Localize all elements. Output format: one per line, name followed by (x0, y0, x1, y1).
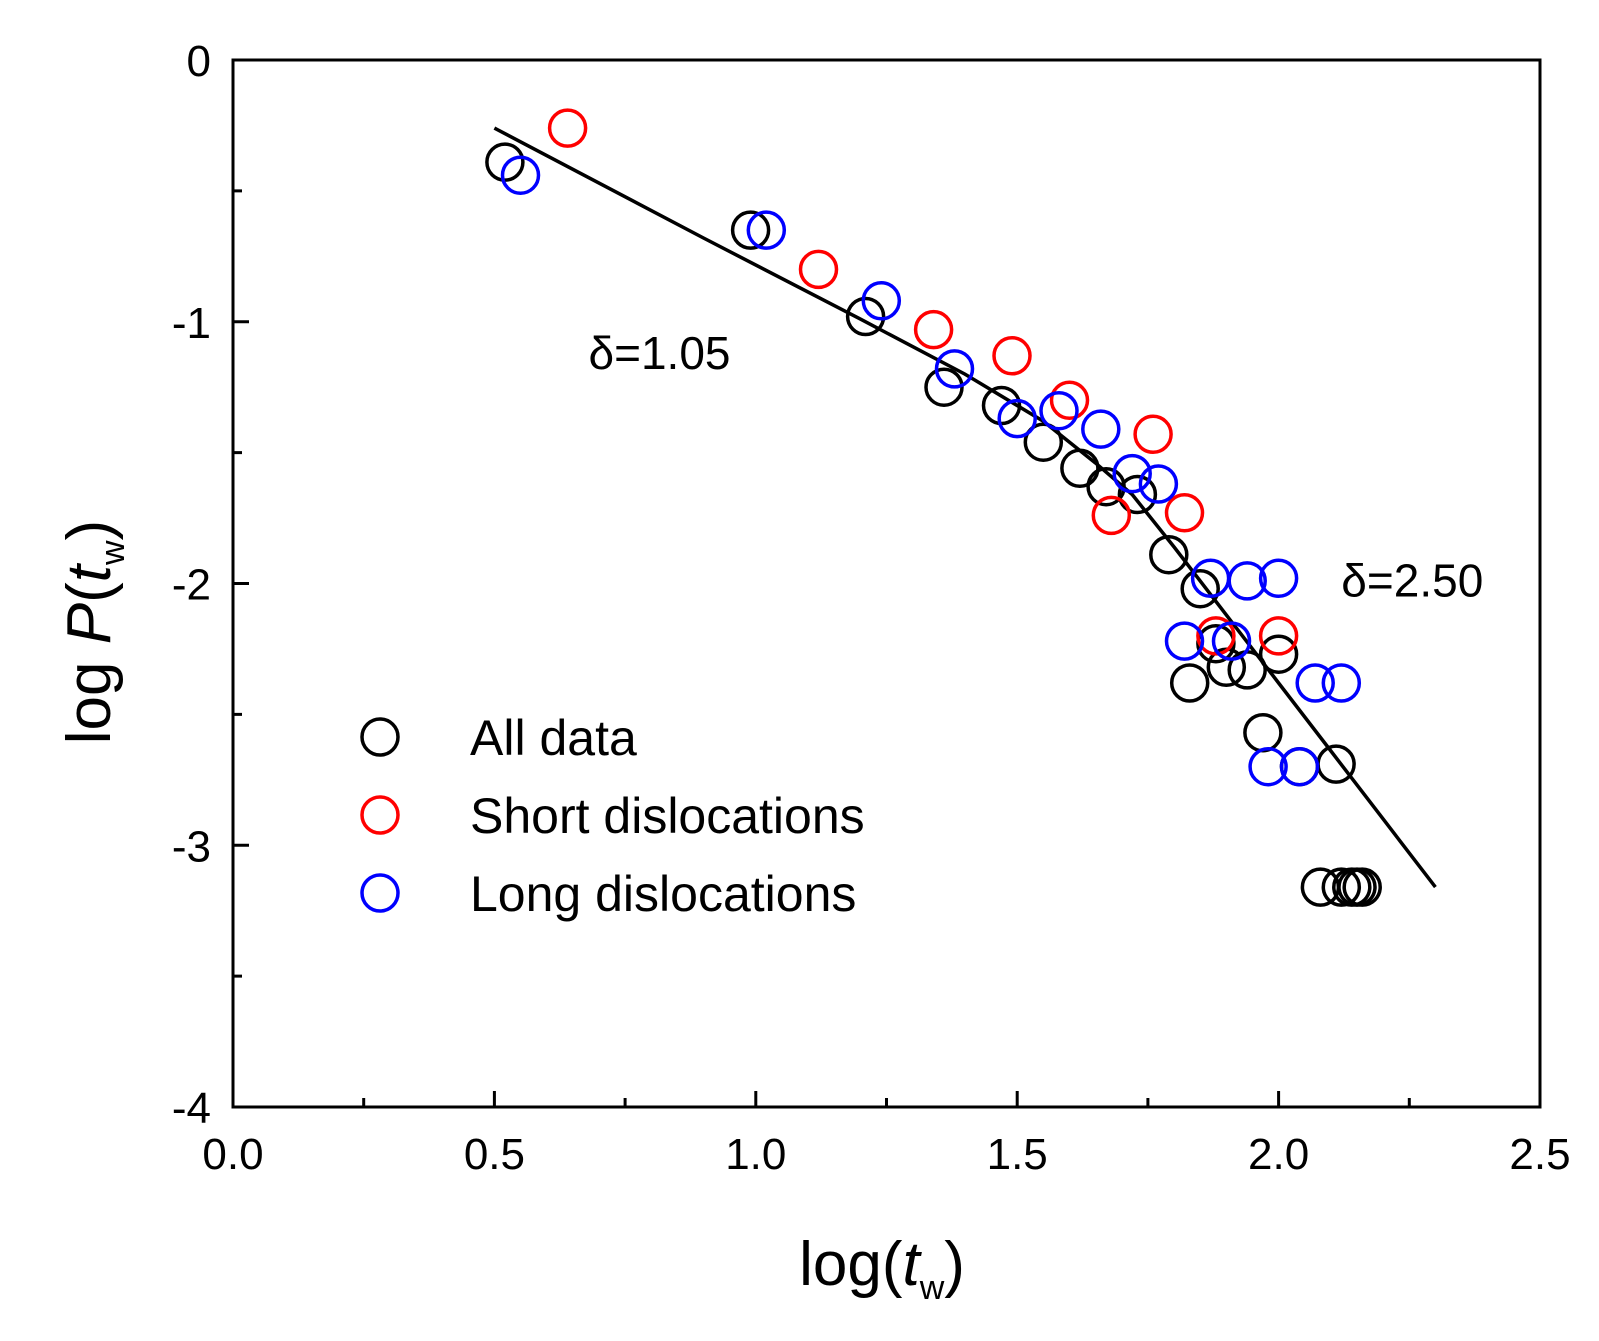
annotation-delta-1-value: =1.05 (614, 327, 730, 379)
point-all-data (1169, 663, 1210, 703)
point-long-dislocations (1258, 558, 1299, 599)
fit-line (493, 126, 1437, 889)
x-tick-label: 1.5 (987, 1130, 1048, 1179)
point-long-dislocations (746, 210, 787, 250)
y-axis-title-open: ( (55, 582, 124, 603)
annotation-delta-2: δ=2.50 (1341, 555, 1483, 607)
x-tick-label: 0.5 (464, 1130, 525, 1179)
point-long-dislocations (1112, 453, 1152, 494)
point-long-dislocations (1164, 621, 1205, 661)
x-tick-label: 2.0 (1248, 1130, 1309, 1179)
point-short-dislocations (913, 309, 954, 350)
point-all-data (1060, 448, 1100, 489)
point-all-data (1086, 466, 1126, 507)
point-all-data (1180, 568, 1220, 609)
annotation-delta-2-value: =2.50 (1367, 555, 1483, 607)
point-long-dislocations (1279, 746, 1320, 787)
point-all-data (924, 367, 964, 407)
point-short-dislocations (1091, 495, 1132, 536)
point-all-data (1258, 634, 1299, 674)
y-tick-label: -2 (172, 561, 211, 610)
axis-ticks (231, 58, 1542, 1109)
point-all-data (1316, 744, 1356, 784)
point-short-dislocations (1133, 414, 1173, 455)
point-short-dislocations (992, 336, 1032, 376)
annotation-delta-1: δ=1.05 (589, 327, 731, 379)
annotation-delta-1-symbol: δ (589, 327, 615, 379)
legend-label-long-dislocations: Long dislocations (470, 866, 856, 922)
point-all-data (1023, 422, 1064, 462)
y-axis-title-variable: t (55, 562, 124, 582)
point-short-dislocations (798, 249, 839, 290)
point-long-dislocations (1138, 464, 1179, 504)
point-short-dislocations (1049, 380, 1090, 421)
point-all-data (845, 296, 886, 337)
x-tick-label: 1.0 (725, 1130, 786, 1179)
y-tick-label: -3 (172, 822, 211, 871)
y-axis-title: log P(tw) (55, 520, 132, 744)
point-all-data (485, 142, 525, 182)
point-short-dislocations (1196, 616, 1236, 656)
y-tick-label: -4 (172, 1084, 211, 1133)
x-axis-title: log(tw) (799, 1230, 965, 1307)
point-all-data (1149, 534, 1189, 575)
y-tick-label: -1 (172, 299, 211, 348)
point-long-dislocations (500, 155, 541, 195)
x-tick-label: 2.5 (1509, 1130, 1570, 1179)
point-long-dislocations (1295, 663, 1335, 703)
point-all-data (1117, 474, 1158, 515)
fit-line-group (493, 126, 1437, 889)
y-tick-label: 0 (187, 37, 211, 86)
x-axis-title-prefix: log( (799, 1230, 903, 1299)
point-long-dislocations (1081, 409, 1121, 449)
y-axis-title-suffix: ) (55, 520, 124, 541)
point-long-dislocations (1211, 621, 1252, 661)
axis-tick-labels: 0.0 0.5 1.0 1.5 2.0 2.5 0 -1 -2 -3 -4 (172, 37, 1571, 1179)
point-long-dislocations (1321, 663, 1362, 703)
y-axis-title-subscript: w (94, 540, 132, 566)
point-long-dislocations (861, 281, 902, 321)
point-long-dislocations (934, 349, 975, 389)
annotation-delta-2-symbol: δ (1341, 555, 1367, 607)
point-all-data (1342, 867, 1382, 907)
y-axis-title-prefix: log (55, 644, 124, 744)
legend: All data Short dislocations Long disloca… (360, 710, 865, 922)
point-short-dislocations (1164, 493, 1205, 533)
legend-marker-long-dislocations (360, 873, 400, 913)
point-all-data (1321, 867, 1362, 907)
point-long-dislocations (1248, 746, 1288, 787)
point-long-dislocations (1039, 390, 1079, 431)
legend-marker-all-data (360, 717, 400, 757)
x-axis-title-variable: t (902, 1230, 922, 1299)
legend-label-all-data: All data (470, 710, 637, 766)
point-long-dislocations (997, 398, 1037, 439)
data-points (485, 108, 1382, 907)
point-all-data (1243, 712, 1283, 753)
point-short-dislocations (1258, 616, 1299, 656)
legend-marker-short-dislocations (360, 795, 400, 835)
legend-label-short-dislocations: Short dislocations (470, 788, 865, 844)
x-axis-title-subscript: w (919, 1269, 945, 1307)
point-short-dislocations (547, 108, 588, 148)
point-long-dislocations (1227, 561, 1267, 601)
y-axis-title-function: P (55, 603, 124, 644)
x-tick-label: 0.0 (202, 1130, 263, 1179)
point-all-data (730, 210, 771, 250)
x-axis-title-suffix: ) (944, 1230, 965, 1299)
